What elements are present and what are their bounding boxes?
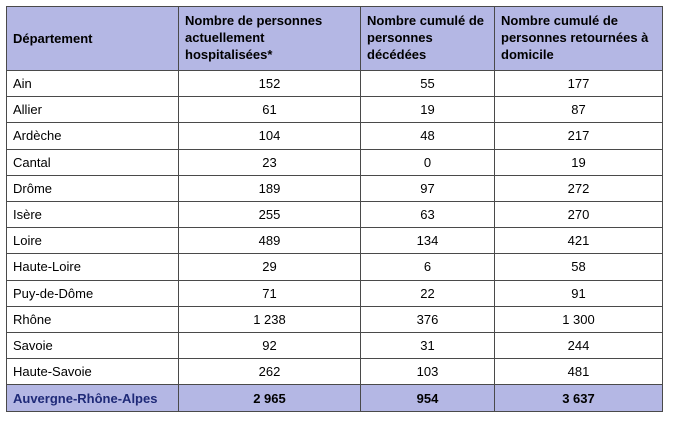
- table-row: Allier 61 19 87: [6, 96, 663, 124]
- hospitalises-value: 29: [178, 253, 361, 281]
- header-departement: Département: [6, 6, 179, 71]
- table-row: Haute-Loire 29 6 58: [6, 253, 663, 281]
- departement-name: Cantal: [6, 148, 179, 176]
- decedes-value: 22: [360, 279, 495, 307]
- table-row: Haute-Savoie 262 103 481: [6, 358, 663, 386]
- table-row: Cantal 23 0 19: [6, 148, 663, 176]
- departement-name: Isère: [6, 200, 179, 229]
- retour-domicile-value: 421: [494, 227, 663, 255]
- departement-name: Drôme: [6, 174, 179, 202]
- header-hospitalises: Nombre de personnes actuellement hospita…: [178, 6, 361, 71]
- retour-domicile-value: 91: [494, 279, 663, 307]
- retour-domicile-value: 244: [494, 331, 663, 360]
- retour-domicile-value: 58: [494, 253, 663, 281]
- hospitalises-value: 152: [178, 69, 361, 98]
- hospitalises-value: 104: [178, 122, 361, 150]
- retour-domicile-value: 481: [494, 358, 663, 386]
- hospitalises-value: 255: [178, 200, 361, 229]
- departement-name: Loire: [6, 227, 179, 255]
- covid-table-container: Département Nombre de personnes actuelle…: [6, 6, 663, 413]
- decedes-value: 376: [360, 305, 495, 333]
- hospitalises-value: 189: [178, 174, 361, 202]
- retour-domicile-value: 1 300: [494, 305, 663, 333]
- decedes-value: 134: [360, 227, 495, 255]
- hospitalises-value: 489: [178, 227, 361, 255]
- hospitalises-value: 1 238: [178, 305, 361, 333]
- table-row: Loire 489 134 421: [6, 227, 663, 255]
- retour-domicile-value: 270: [494, 200, 663, 229]
- decedes-value: 63: [360, 200, 495, 229]
- table-row: Ain 152 55 177: [6, 69, 663, 98]
- retour-domicile-value: 87: [494, 96, 663, 124]
- departement-name: Haute-Savoie: [6, 358, 179, 386]
- table-row: Isère 255 63 270: [6, 200, 663, 229]
- departement-name: Puy-de-Dôme: [6, 279, 179, 307]
- hospitalises-value: 71: [178, 279, 361, 307]
- header-row: Département Nombre de personnes actuelle…: [6, 6, 663, 71]
- retour-domicile-value: 272: [494, 174, 663, 202]
- decedes-value: 55: [360, 69, 495, 98]
- departement-name: Savoie: [6, 331, 179, 360]
- retour-domicile-value: 19: [494, 148, 663, 176]
- departement-name: Ain: [6, 69, 179, 98]
- retour-domicile-value: 217: [494, 122, 663, 150]
- total-hospitalises-value: 2 965: [178, 384, 361, 413]
- table-row: Rhône 1 238 376 1 300: [6, 305, 663, 333]
- departement-name: Rhône: [6, 305, 179, 333]
- header-decedes: Nombre cumulé de personnes décédées: [360, 6, 495, 71]
- hospitalisation-table: Département Nombre de personnes actuelle…: [6, 6, 663, 413]
- table-body: Ain 152 55 177 Allier 61 19 87 Ardèche 1…: [6, 69, 663, 413]
- table-row: Drôme 189 97 272: [6, 174, 663, 202]
- decedes-value: 31: [360, 331, 495, 360]
- hospitalises-value: 262: [178, 358, 361, 386]
- departement-name: Ardèche: [6, 122, 179, 150]
- table-row: Ardèche 104 48 217: [6, 122, 663, 150]
- total-retour-domicile-value: 3 637: [494, 384, 663, 413]
- table-header: Département Nombre de personnes actuelle…: [6, 6, 663, 71]
- total-region-name: Auvergne-Rhône-Alpes: [6, 384, 179, 413]
- table-row: Savoie 92 31 244: [6, 331, 663, 360]
- total-row: Auvergne-Rhône-Alpes 2 965 954 3 637: [6, 384, 663, 413]
- decedes-value: 0: [360, 148, 495, 176]
- decedes-value: 97: [360, 174, 495, 202]
- departement-name: Haute-Loire: [6, 253, 179, 281]
- decedes-value: 19: [360, 96, 495, 124]
- departement-name: Allier: [6, 96, 179, 124]
- table-row: Puy-de-Dôme 71 22 91: [6, 279, 663, 307]
- total-decedes-value: 954: [360, 384, 495, 413]
- hospitalises-value: 92: [178, 331, 361, 360]
- decedes-value: 103: [360, 358, 495, 386]
- hospitalises-value: 23: [178, 148, 361, 176]
- decedes-value: 6: [360, 253, 495, 281]
- header-retour-domicile: Nombre cumulé de personnes retournées à …: [494, 6, 663, 71]
- hospitalises-value: 61: [178, 96, 361, 124]
- retour-domicile-value: 177: [494, 69, 663, 98]
- decedes-value: 48: [360, 122, 495, 150]
